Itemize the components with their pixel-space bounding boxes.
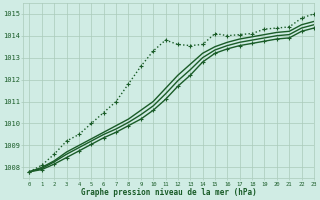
X-axis label: Graphe pression niveau de la mer (hPa): Graphe pression niveau de la mer (hPa)	[81, 188, 257, 197]
